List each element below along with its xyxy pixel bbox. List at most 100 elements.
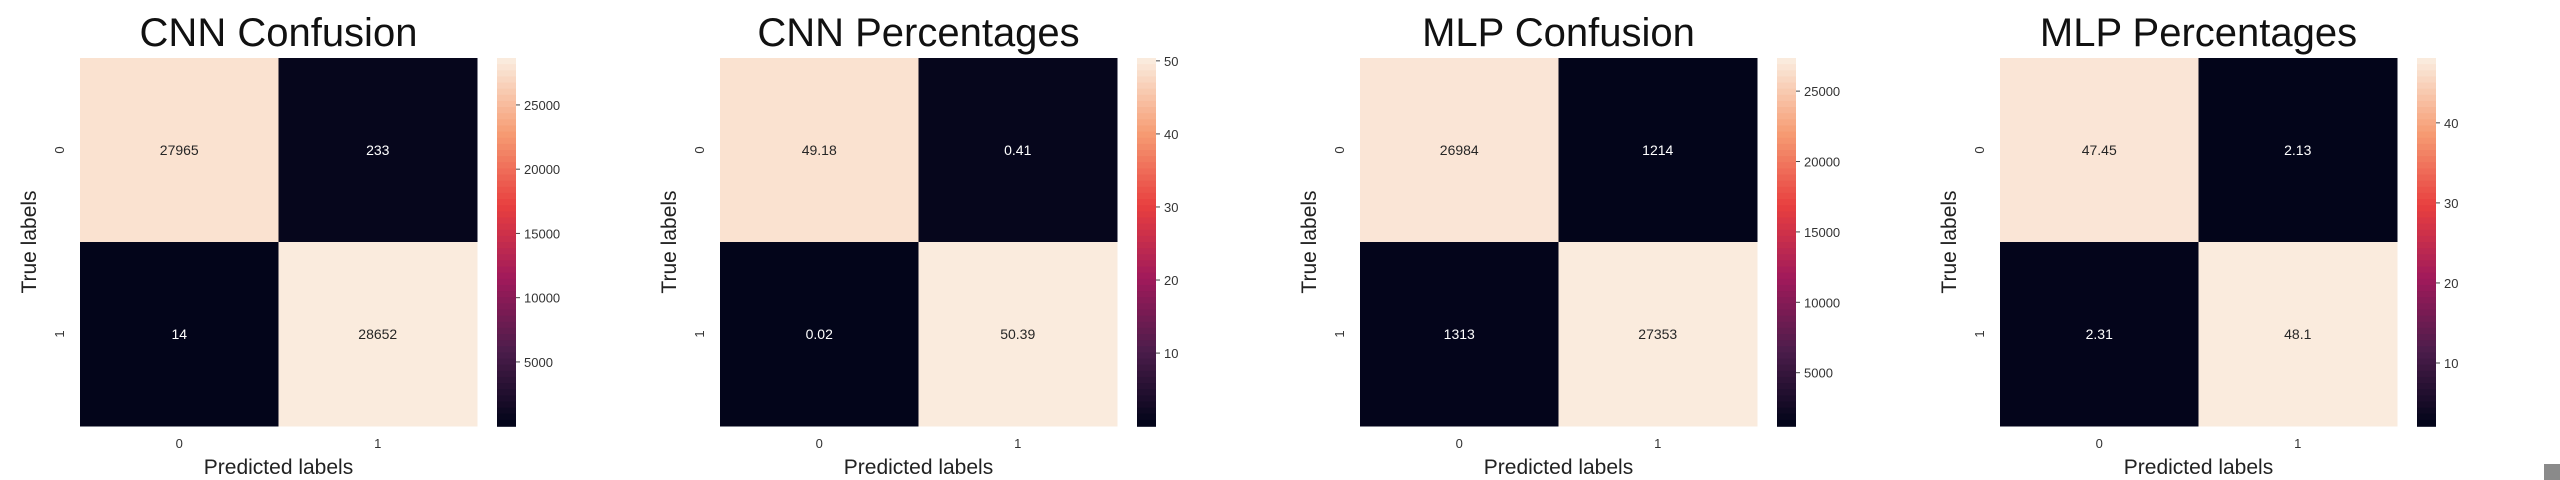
colorbar-segment (2417, 315, 2436, 323)
colorbar-segment (2417, 334, 2436, 341)
colorbar-segment (1777, 119, 1796, 127)
colorbar-segment (1137, 143, 1156, 151)
colorbar-segment (1137, 383, 1156, 390)
colorbar-segment (1777, 70, 1796, 78)
colorbar-segment (1137, 309, 1156, 317)
heatmap-panel: CNN Confusion 27965 233 14 28652 0 1 0 1 Predicte… (18, 11, 560, 479)
colorbar-segment (1137, 156, 1156, 164)
chart-title: MLP Confusion (1422, 11, 1695, 55)
colorbar-segment (1777, 260, 1796, 268)
colorbar-segment (1777, 407, 1796, 415)
colorbar-segment (1137, 137, 1156, 145)
heatmap-cell (2000, 58, 2199, 243)
y-tick-label: 1 (1972, 330, 1987, 337)
cell-annotation: 27965 (160, 142, 199, 158)
colorbar-tick-label: 30 (1164, 200, 1178, 215)
heatmap-cell (2198, 58, 2398, 243)
colorbar-segment (1137, 113, 1156, 121)
colorbar-segment (1777, 352, 1796, 360)
cell-annotation: 0.02 (806, 326, 833, 342)
colorbar-segment (2417, 321, 2436, 329)
colorbar-segment (1137, 260, 1156, 268)
heatmap-cell (278, 242, 478, 427)
y-tick-label: 1 (1332, 330, 1347, 337)
cell-annotation: 14 (171, 326, 187, 342)
colorbar-segment (2417, 223, 2436, 231)
colorbar-segment (1137, 217, 1156, 225)
colorbar-segment (497, 272, 516, 280)
heatmap-cell (918, 58, 1118, 243)
colorbar-segment (1777, 186, 1796, 194)
y-tick-label: 0 (1332, 146, 1347, 153)
colorbar-segment (1777, 131, 1796, 139)
colorbar-segment (1777, 309, 1796, 317)
colorbar-segment (1137, 389, 1156, 397)
colorbar-segment (2417, 64, 2436, 72)
colorbar-segment (497, 358, 516, 366)
colorbar-segment (2417, 284, 2436, 292)
colorbar-segment (1137, 229, 1156, 237)
colorbar-segment (1777, 401, 1796, 409)
colorbar-segment (2417, 186, 2436, 194)
colorbar-segment (2417, 150, 2436, 157)
colorbar-segment (2417, 113, 2436, 121)
cell-annotation: 2.31 (2086, 326, 2113, 342)
colorbar-segment (2417, 303, 2436, 311)
colorbar-segment (1777, 272, 1796, 280)
colorbar-segment (497, 395, 516, 403)
colorbar-tick-label: 20 (2444, 276, 2458, 291)
colorbar-tick-label: 50 (1164, 54, 1178, 69)
colorbar-segment (1777, 199, 1796, 206)
colorbar-segment (2417, 278, 2436, 286)
colorbar-segment (1777, 88, 1796, 96)
colorbar-segment (1137, 266, 1156, 274)
colorbar-segment (497, 174, 516, 182)
chart-title: CNN Percentages (757, 11, 1079, 55)
heatmap-cell (1360, 58, 1559, 243)
colorbar-segment (497, 401, 516, 409)
colorbar-segment (497, 419, 516, 427)
cell-annotation: 2.13 (2284, 142, 2311, 158)
colorbar-segment (2417, 309, 2436, 317)
colorbar-segment (1137, 119, 1156, 127)
colorbar-segment (497, 223, 516, 231)
colorbar-segment (497, 242, 516, 249)
colorbar-segment (497, 303, 516, 311)
colorbar-segment (1777, 94, 1796, 102)
colorbar-segment (1137, 272, 1156, 280)
cell-annotation: 1313 (1444, 326, 1475, 342)
colorbar-segment (497, 352, 516, 360)
colorbar-segment (497, 327, 516, 335)
colorbar-segment (1137, 211, 1156, 219)
colorbar-segment (2417, 376, 2436, 384)
colorbar-segment (2417, 340, 2436, 348)
colorbar-segment (2417, 107, 2436, 114)
colorbar-segment (2417, 76, 2436, 84)
colorbar-segment (1777, 211, 1796, 219)
colorbar-segment (497, 346, 516, 354)
corner-resize-handle[interactable] (2544, 464, 2560, 480)
colorbar-segment (1137, 297, 1156, 305)
colorbar-segment (2417, 174, 2436, 182)
colorbar-segment (2417, 272, 2436, 280)
colorbar-segment (1777, 395, 1796, 403)
colorbar-segment (497, 119, 516, 127)
colorbar-segment (1137, 235, 1156, 243)
colorbar-segment (2417, 235, 2436, 243)
x-axis-label: Predicted labels (844, 456, 993, 479)
colorbar-segment (2417, 143, 2436, 151)
colorbar-segment (1777, 278, 1796, 286)
colorbar-segment (1777, 413, 1796, 421)
colorbar-segment (1137, 186, 1156, 194)
x-axis-label: Predicted labels (2124, 456, 2273, 479)
colorbar-segment (2417, 137, 2436, 145)
colorbar-segment (497, 113, 516, 121)
colorbar-segment (497, 211, 516, 219)
x-tick-label: 0 (1456, 436, 1463, 451)
colorbar-segment (2417, 248, 2436, 256)
x-tick-label: 1 (374, 436, 381, 451)
colorbar-segment (1137, 327, 1156, 335)
colorbar-segment (1777, 107, 1796, 114)
colorbar-segment (1137, 370, 1156, 378)
